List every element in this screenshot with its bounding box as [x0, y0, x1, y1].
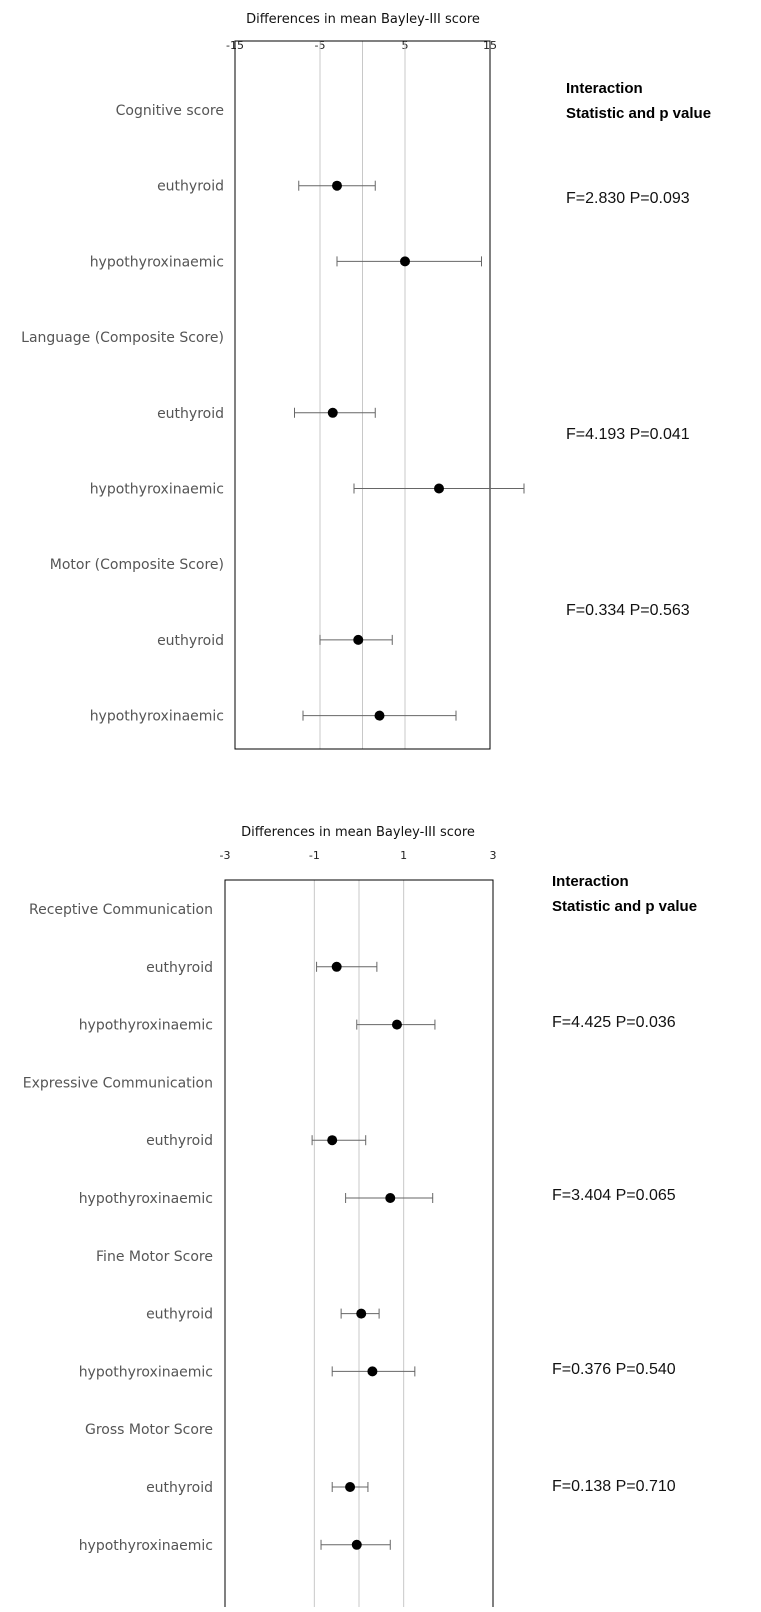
estimate-fine-motor-score-euthyroid [340, 1308, 380, 1319]
panel-1-stats-header-line-2: Statistic and p value [566, 105, 711, 122]
row-label-hypothyroxinaemic: hypothyroxinaemic [90, 482, 224, 498]
x-tick-label: -1 [309, 849, 320, 862]
row-label-euthyroid: euthyroid [157, 179, 224, 195]
estimate-expressive-communication-euthyroid [311, 1135, 367, 1146]
forest-panel-1: Differences in mean Bayley-III score -15… [21, 12, 711, 750]
stat-cognitive: F=2.830 P=0.093 [566, 190, 690, 207]
group-label-motor-composite-score: Motor (Composite Score) [50, 557, 224, 573]
group-label-fine-motor-score: Fine Motor Score [96, 1249, 213, 1265]
panel-1-row-labels: Cognitive score euthyroid hypothyroxinaemi… [21, 103, 224, 725]
forest-panel-2: Differences in mean Bayley-III score -3-… [23, 825, 697, 1612]
panel-1-axis-title: Differences in mean Bayley-III score [246, 12, 480, 27]
row-label-hypothyroxinaemic: hypothyroxinaemic [79, 1538, 213, 1554]
point-estimate [385, 1193, 396, 1203]
group-label-language-composite-score: Language (Composite Score) [21, 330, 224, 346]
x-tick-label: -3 [220, 849, 231, 862]
x-tick-label: 3 [490, 849, 497, 862]
estimate-cognitive-score-euthyroid [298, 180, 376, 191]
row-label-hypothyroxinaemic: hypothyroxinaemic [79, 1191, 213, 1207]
point-estimate [367, 1366, 378, 1377]
stat-expressive-communication: F=3.404 P=0.065 [552, 1187, 676, 1204]
panel-1-gridlines [319, 41, 406, 749]
estimate-motor-composite-score-euthyroid [319, 634, 393, 645]
point-estimate [374, 710, 385, 721]
estimate-language-composite-score-euthyroid [294, 407, 376, 418]
estimate-cognitive-score-hypothyroxinaemic [336, 256, 482, 267]
group-label-gross-motor-score: Gross Motor Score [85, 1422, 213, 1438]
row-label-hypothyroxinaemic: hypothyroxinaemic [79, 1364, 213, 1380]
panel-2-gridlines [313, 880, 405, 1607]
row-label-hypothyroxinaemic: hypothyroxinaemic [79, 1018, 213, 1034]
panel-2-plot-frame [224, 879, 494, 1612]
stat-gross-motor: F=0.138 P=0.710 [552, 1478, 676, 1495]
estimate-gross-motor-score-hypothyroxinaemic [320, 1539, 391, 1550]
panel-2-stats-header-line-2: Statistic and p value [552, 898, 697, 915]
estimate-motor-composite-score-hypothyroxinaemic [302, 710, 457, 721]
row-label-hypothyroxinaemic: hypothyroxinaemic [90, 254, 224, 270]
point-estimate [331, 961, 342, 972]
row-label-euthyroid: euthyroid [146, 1480, 213, 1496]
panel-2-stats-header-line-1: Interaction [552, 873, 629, 890]
point-estimate [351, 1539, 362, 1550]
point-estimate [353, 634, 364, 645]
point-estimate [345, 1482, 356, 1492]
estimate-language-composite-score-hypothyroxinaemic [353, 483, 525, 494]
panel-2-tick-labels: -3 -1 1 3 [220, 849, 497, 862]
x-tick-label: 1 [400, 849, 407, 862]
panel-1-stats-header-line-1: Interaction [566, 80, 643, 97]
group-label-receptive-communication: Receptive Communication [29, 902, 213, 918]
stat-motor: F=0.334 P=0.563 [566, 602, 690, 619]
row-label-euthyroid: euthyroid [146, 1133, 213, 1149]
row-label-euthyroid: euthyroid [157, 633, 224, 649]
group-label-cognitive-score: Cognitive score [116, 103, 224, 119]
panel-2-row-labels: Receptive Communication euthyroid hypothyr… [23, 902, 213, 1554]
estimate-expressive-communication-hypothyroxinaemic [345, 1193, 434, 1203]
point-estimate [332, 180, 342, 191]
group-label-expressive-communication: Expressive Communication [23, 1075, 213, 1091]
point-estimate [327, 407, 338, 418]
estimate-gross-motor-score-euthyroid [331, 1482, 369, 1492]
panel-2-axis-title: Differences in mean Bayley-III score [241, 825, 475, 840]
estimate-receptive-communication-euthyroid [316, 961, 378, 972]
panel-2-estimates [311, 961, 436, 1550]
row-label-euthyroid: euthyroid [146, 960, 213, 976]
estimate-receptive-communication-hypothyroxinaemic [356, 1019, 436, 1030]
stat-fine-motor: F=0.376 P=0.540 [552, 1361, 676, 1378]
point-estimate [327, 1135, 338, 1146]
stat-language: F=4.193 P=0.041 [566, 426, 690, 443]
point-estimate [391, 1019, 402, 1030]
point-estimate [400, 256, 410, 267]
point-estimate [356, 1308, 367, 1319]
row-label-hypothyroxinaemic: hypothyroxinaemic [90, 709, 224, 725]
panel-1-plot-frame [234, 40, 491, 750]
stat-receptive-communication: F=4.425 P=0.036 [552, 1014, 676, 1031]
panel-1-estimates [294, 180, 525, 721]
estimate-fine-motor-score-hypothyroxinaemic [331, 1366, 416, 1377]
row-label-euthyroid: euthyroid [146, 1307, 213, 1323]
point-estimate [434, 483, 444, 494]
row-label-euthyroid: euthyroid [157, 406, 224, 422]
